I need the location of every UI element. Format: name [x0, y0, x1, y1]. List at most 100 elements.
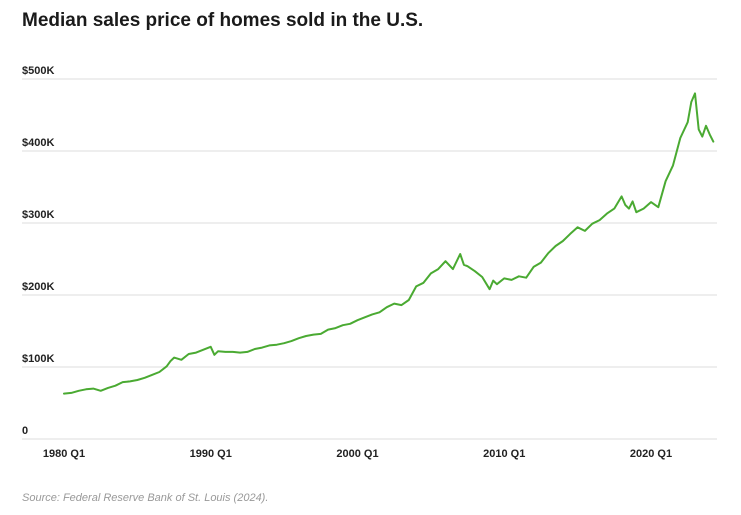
gridlines: [22, 78, 717, 440]
data-point: [158, 371, 161, 374]
data-point: [481, 276, 484, 279]
data-point: [495, 283, 498, 286]
data-point: [444, 260, 447, 263]
data-point: [561, 240, 564, 243]
data-point: [642, 207, 645, 210]
data-point: [422, 281, 425, 284]
y-tick-label: $100K: [22, 353, 54, 365]
data-point: [462, 263, 465, 266]
data-point: [473, 270, 476, 273]
x-tick-label: 2020 Q1: [630, 448, 672, 460]
data-point: [664, 180, 667, 183]
data-point: [363, 316, 366, 319]
data-point: [385, 306, 388, 309]
data-point: [107, 386, 110, 389]
data-point: [649, 201, 652, 204]
data-point: [605, 212, 608, 215]
data-point: [488, 288, 491, 291]
data-point: [525, 276, 528, 279]
data-point: [510, 278, 513, 281]
data-point: [63, 392, 66, 395]
data-point: [202, 348, 205, 351]
data-point: [517, 275, 520, 278]
data-point: [657, 206, 660, 209]
data-point: [268, 344, 271, 347]
data-point: [459, 252, 462, 255]
x-axis-tick-labels: 1980 Q1 1990 Q1 2000 Q1 2010 Q1 2020 Q1: [43, 448, 672, 460]
y-axis-tick-labels: 0 $100K $200K $300K $400K $500K: [22, 65, 54, 437]
data-point: [290, 340, 293, 343]
data-point: [708, 133, 711, 136]
data-point: [275, 343, 278, 346]
data-point: [165, 365, 168, 368]
data-point: [576, 226, 579, 229]
data-point: [547, 252, 550, 255]
data-point: [312, 333, 315, 336]
data-point: [143, 376, 146, 379]
data-point: [400, 304, 403, 307]
data-point: [99, 389, 102, 392]
data-point: [180, 358, 183, 361]
data-point: [349, 322, 352, 325]
data-point: [371, 313, 374, 316]
data-point: [253, 348, 256, 351]
data-point: [697, 128, 700, 131]
data-point: [554, 245, 557, 248]
data-point: [85, 388, 88, 391]
data-point: [297, 337, 300, 340]
data-point: [239, 351, 242, 354]
data-point: [195, 351, 198, 354]
series-group: [63, 92, 715, 395]
data-point: [415, 285, 418, 288]
data-point: [539, 261, 542, 264]
data-point: [624, 204, 627, 207]
data-point: [631, 200, 634, 203]
data-point: [712, 140, 715, 143]
data-point: [173, 356, 176, 359]
y-tick-label: $500K: [22, 65, 54, 77]
data-point: [627, 207, 630, 210]
data-point: [690, 101, 693, 104]
data-point: [341, 324, 344, 327]
data-point: [213, 353, 216, 356]
data-point: [217, 350, 220, 353]
data-point: [598, 219, 601, 222]
data-point: [686, 121, 689, 124]
data-point: [613, 207, 616, 210]
data-point: [327, 328, 330, 331]
x-tick-label: 2010 Q1: [483, 448, 525, 460]
source-note: Source: Federal Reserve Bank of St. Loui…: [22, 492, 269, 504]
data-point: [114, 384, 117, 387]
data-point: [451, 268, 454, 271]
x-tick-label: 1980 Q1: [43, 448, 85, 460]
y-tick-label: 0: [22, 425, 28, 437]
data-point: [583, 229, 586, 232]
data-point: [503, 277, 506, 280]
data-point: [466, 265, 469, 268]
data-point: [305, 335, 308, 338]
data-point: [378, 311, 381, 314]
data-point: [224, 350, 227, 353]
data-point: [635, 211, 638, 214]
data-point: [246, 350, 249, 353]
data-point: [169, 360, 172, 363]
data-point: [121, 381, 124, 384]
y-tick-label: $400K: [22, 137, 54, 149]
data-point: [679, 137, 682, 140]
data-point: [429, 272, 432, 275]
x-tick-label: 1990 Q1: [190, 448, 232, 460]
data-point: [77, 389, 80, 392]
data-point: [70, 391, 73, 394]
data-point: [591, 222, 594, 225]
data-point: [231, 350, 234, 353]
x-tick-label: 2000 Q1: [336, 448, 378, 460]
data-point: [704, 124, 707, 127]
data-point: [187, 353, 190, 356]
y-tick-label: $200K: [22, 281, 54, 293]
data-point: [671, 164, 674, 167]
series-line-0: [63, 92, 715, 395]
y-tick-label: $300K: [22, 209, 54, 221]
data-point: [334, 327, 337, 330]
data-point: [407, 299, 410, 302]
